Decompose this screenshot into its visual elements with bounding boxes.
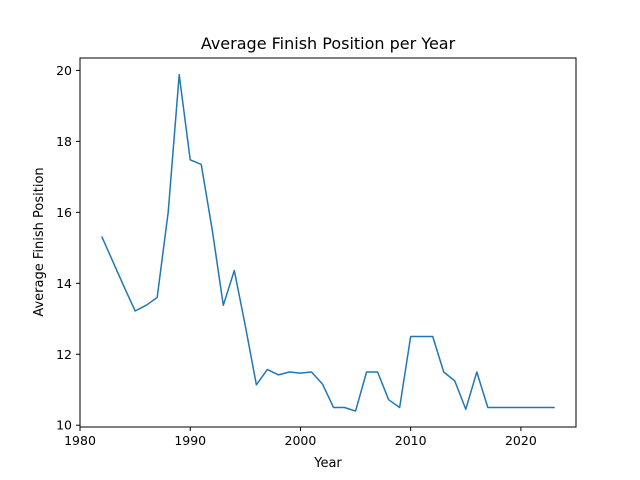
y-tick-label: 20: [56, 63, 72, 78]
y-tick-label: 14: [56, 276, 72, 291]
y-axis-label: Average Finish Position: [32, 167, 47, 316]
x-tick-label: 2020: [505, 433, 537, 448]
x-tick-label: 1990: [174, 433, 206, 448]
y-axis: 10 12 14 16 18 20: [56, 63, 80, 433]
x-tick-label: 2010: [395, 433, 427, 448]
y-tick-label: 10: [56, 418, 72, 433]
x-tick-label: 1980: [64, 433, 96, 448]
y-tick-label: 18: [56, 134, 72, 149]
series-line: [101, 73, 555, 412]
chart-title: Average Finish Position per Year: [201, 34, 456, 53]
y-tick-label: 16: [56, 205, 72, 220]
plot-area: [101, 73, 555, 412]
x-axis-label: Year: [313, 456, 342, 471]
plot-frame: [79, 57, 577, 428]
y-tick-label: 12: [56, 347, 72, 362]
x-tick-label: 2000: [285, 433, 317, 448]
x-axis: 1980 1990 2000 2010 2020: [64, 427, 537, 448]
